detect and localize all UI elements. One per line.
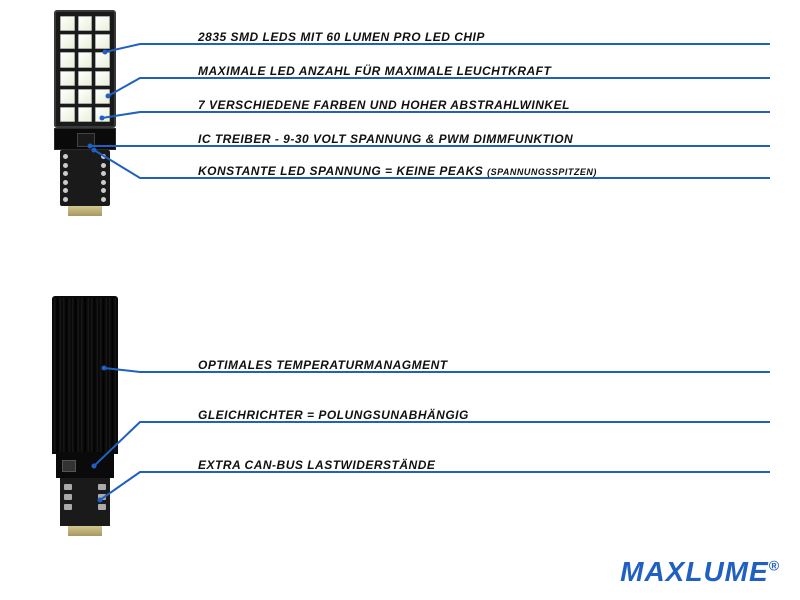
feature-label: 2835 SMD LEDS MIT 60 LUMEN PRO LED CHIP xyxy=(198,30,485,44)
logo-registered: ® xyxy=(769,558,780,574)
pcb-base-bottom xyxy=(60,478,110,526)
heatsink xyxy=(52,296,118,454)
feature-label: 7 VERSCHIEDENE FARBEN UND HOHER ABSTRAHL… xyxy=(198,98,570,112)
feature-label: KONSTANTE LED SPANNUNG = KEINE PEAKS (SP… xyxy=(198,164,597,178)
feature-label: EXTRA CAN-BUS LASTWIDERSTÄNDE xyxy=(198,458,435,472)
feature-label: IC TREIBER - 9-30 VOLT SPANNUNG & PWM DI… xyxy=(198,132,573,146)
pcb-base-top xyxy=(60,150,110,206)
ic-driver-section xyxy=(54,128,116,150)
brand-logo: MAXLUME® xyxy=(620,556,780,588)
logo-text: MAXLUME xyxy=(620,556,769,587)
rectifier-chip xyxy=(62,460,76,472)
callout-lines xyxy=(0,0,800,600)
led-bulb-front xyxy=(50,10,120,210)
led-bulb-back xyxy=(50,296,120,536)
feature-label: GLEICHRICHTER = POLUNGSUNABHÄNGIG xyxy=(198,408,469,422)
ic-chip xyxy=(77,133,95,147)
feature-label: MAXIMALE LED ANZAHL FÜR MAXIMALE LEUCHTK… xyxy=(198,64,551,78)
led-grid xyxy=(60,16,110,122)
connector-bottom xyxy=(68,526,102,536)
rectifier-section xyxy=(56,454,114,478)
feature-label: OPTIMALES TEMPERATURMANAGMENT xyxy=(198,358,448,372)
connector-top xyxy=(68,206,102,216)
